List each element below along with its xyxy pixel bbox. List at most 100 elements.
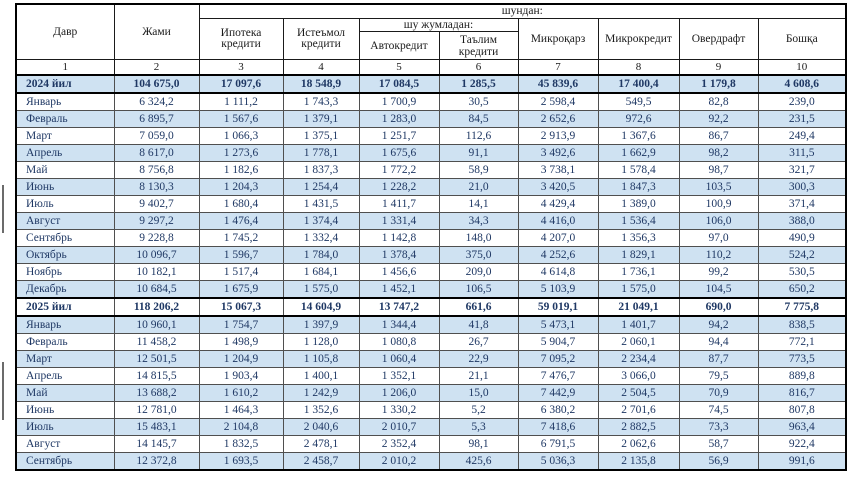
cell-value: 1 254,4: [282, 178, 360, 196]
cell-value: 7 059,0: [113, 127, 200, 145]
month-row: Март 12 501,5 1 204,9 1 105,8 1 060,4 22,9 7 0…: [15, 350, 847, 368]
cell-value: 56,9: [678, 452, 759, 471]
month-row: Июль 9 402,7 1 680,4 1 431,5 1 411,7 14,1 4 42…: [15, 195, 847, 213]
header-col-number: 9: [678, 59, 759, 76]
row-label: Сентябрь: [15, 229, 115, 247]
cell-value: 2 913,9: [517, 127, 599, 145]
cell-value: 311,5: [757, 144, 847, 162]
cell-value: 1 575,0: [597, 280, 680, 299]
cell-value: 2 234,4: [597, 350, 680, 368]
cell-value: 148,0: [438, 229, 519, 247]
cell-value: 838,5: [757, 315, 847, 334]
cell-value: 1 464,3: [198, 401, 284, 419]
cell-value: 1 829,1: [597, 246, 680, 264]
cell-value: 7 095,2: [517, 350, 599, 368]
cell-value: 1 754,7: [198, 315, 284, 334]
month-row: Февраль 6 895,7 1 567,6 1 379,1 1 283,0 84,5 2…: [15, 110, 847, 128]
cell-value: 1 675,6: [358, 144, 440, 162]
month-row: Февраль 11 458,2 1 498,9 1 128,0 1 080,8 26,7…: [15, 333, 847, 351]
month-row: Январь 6 324,2 1 111,2 1 743,3 1 700,9 30,5 2 …: [15, 92, 847, 111]
cell-value: 2 010,7: [358, 418, 440, 436]
cell-value: 1 736,1: [597, 263, 680, 281]
month-row: Январь 10 960,1 1 754,7 1 397,9 1 344,4 41,8 5…: [15, 315, 847, 334]
cell-value: 1 700,9: [358, 92, 440, 111]
cell-value: 58,9: [438, 161, 519, 179]
cell-value: 5 473,1: [517, 315, 599, 334]
cell-value: 84,5: [438, 110, 519, 128]
cell-value: 1 517,4: [198, 263, 284, 281]
cell-value: 1 204,9: [198, 350, 284, 368]
header-microcredit: Микрокредит: [597, 18, 680, 60]
cell-value: 1 743,3: [282, 92, 360, 111]
cell-value: 549,5: [597, 92, 680, 111]
header-col-number: 10: [757, 59, 847, 76]
cell-value: 1 784,0: [282, 246, 360, 264]
cell-value: 12 372,8: [113, 452, 200, 471]
cell-value: 118 206,2: [113, 297, 200, 317]
cell-value: 1 536,4: [597, 212, 680, 230]
cell-value: 1 498,9: [198, 333, 284, 351]
header-col-number: 4: [282, 59, 360, 76]
cell-value: 17 097,6: [198, 74, 284, 94]
cell-value: 2 652,6: [517, 110, 599, 128]
cell-value: 70,9: [678, 384, 759, 402]
cell-value: 1 567,6: [198, 110, 284, 128]
table-body: 2024 йил 104 675,0 17 097,6 18 548,9 17 084,…: [15, 74, 847, 471]
month-row: Ноябрь 10 182,1 1 517,4 1 684,1 1 456,6 209,0…: [15, 263, 847, 281]
header-education: Таълим кредити: [438, 31, 519, 60]
row-label: Июнь: [15, 401, 115, 419]
row-label: Январь: [15, 315, 115, 334]
month-row: Май 13 688,2 1 610,2 1 242,9 1 206,0 15,0 7 44…: [15, 384, 847, 402]
cell-value: 7 775,8: [757, 297, 847, 317]
cell-value: 1 331,4: [358, 212, 440, 230]
cell-value: 530,5: [757, 263, 847, 281]
cell-value: 17 400,4: [597, 74, 680, 94]
cell-value: 98,1: [438, 435, 519, 453]
header-row-shundan: Давр Жами шундан:: [15, 3, 847, 60]
cell-value: 82,8: [678, 92, 759, 111]
cell-value: 10 960,1: [113, 315, 200, 334]
cell-value: 1 596,7: [198, 246, 284, 264]
cell-value: 9 228,8: [113, 229, 200, 247]
cell-value: 79,5: [678, 367, 759, 385]
cell-value: 2 701,6: [597, 401, 680, 419]
header-row-numbers: 1 2 3 4 5 6 7 8 9 10: [15, 59, 847, 76]
cell-value: 1 285,5: [438, 74, 519, 94]
month-row: Март 7 059,0 1 066,3 1 375,1 1 251,7 112,6 2 9…: [15, 127, 847, 145]
cell-value: 1 397,9: [282, 315, 360, 334]
cell-value: 1 066,3: [198, 127, 284, 145]
header-mortgage: Ипотека кредити: [198, 18, 284, 60]
header-row-sub: Автокредит Таълим кредити: [16, 31, 846, 60]
cell-value: 1 182,6: [198, 161, 284, 179]
cell-value: 59 019,1: [517, 297, 599, 317]
header-col-number: 3: [198, 59, 284, 76]
month-row: Август 14 145,7 1 832,5 2 478,1 2 352,4 98,1 6…: [15, 435, 847, 453]
cell-value: 1 242,9: [282, 384, 360, 402]
cell-value: 1 142,8: [358, 229, 440, 247]
month-row: Июнь 8 130,3 1 204,3 1 254,4 1 228,2 21,0 3 42…: [15, 178, 847, 196]
month-row: Октябрь 10 096,7 1 596,7 1 784,0 1 378,4 375,…: [15, 246, 847, 264]
cell-value: 4 614,8: [517, 263, 599, 281]
cell-value: 524,2: [757, 246, 847, 264]
cell-value: 209,0: [438, 263, 519, 281]
header-consumer: Истеъмол кредити: [282, 18, 360, 60]
cell-value: 1 903,4: [198, 367, 284, 385]
cell-value: 30,5: [438, 92, 519, 111]
cell-value: 4 252,6: [517, 246, 599, 264]
cell-value: 9 297,2: [113, 212, 200, 230]
cell-value: 11 458,2: [113, 333, 200, 351]
cell-value: 1 684,1: [282, 263, 360, 281]
cell-value: 1 452,1: [358, 280, 440, 299]
cell-value: 1 352,6: [282, 401, 360, 419]
cell-value: 73,3: [678, 418, 759, 436]
cell-value: 14 145,7: [113, 435, 200, 453]
cell-value: 1 332,4: [282, 229, 360, 247]
cell-value: 972,6: [597, 110, 680, 128]
cell-value: 2 060,1: [597, 333, 680, 351]
cell-value: 991,6: [757, 452, 847, 471]
header-col-number: 2: [113, 59, 200, 76]
cell-value: 1 379,1: [282, 110, 360, 128]
cell-value: 7 418,6: [517, 418, 599, 436]
cell-value: 1 374,4: [282, 212, 360, 230]
